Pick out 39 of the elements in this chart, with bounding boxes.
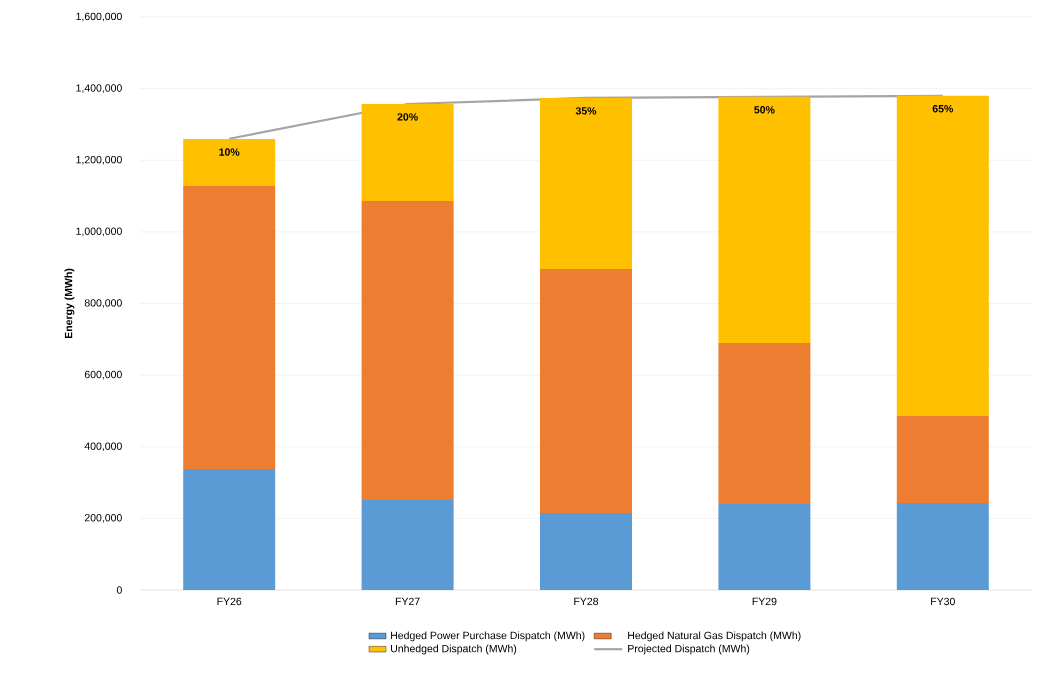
- y-tick-label: 1,400,000: [76, 84, 122, 93]
- y-tick-label: 1,200,000: [76, 155, 122, 165]
- y-axis-title: Energy (MWh): [64, 268, 75, 339]
- annotation: 65%: [932, 104, 954, 113]
- y-tick-label: 200,000: [84, 514, 122, 523]
- bar: [718, 504, 811, 590]
- legend-label: Hedged Natural Gas Dispatch (MWh): [628, 631, 801, 642]
- x-tick-label: FY29: [752, 597, 777, 606]
- y-tick-label: 1,000,000: [76, 227, 122, 237]
- annotation: 35%: [575, 107, 597, 115]
- legend-label: Projected Dispatch (MWh): [628, 644, 750, 655]
- bar: [896, 95, 989, 416]
- y-tick-label: 600,000: [84, 370, 122, 380]
- bar: [896, 502, 989, 590]
- y-tick-label: 800,000: [84, 299, 122, 308]
- bar: [718, 96, 811, 343]
- x-tick-label: FY30: [931, 597, 955, 606]
- annotation: 20%: [397, 113, 418, 121]
- bar: [361, 500, 454, 590]
- bar: [361, 104, 454, 202]
- legend-label: Unhedged Dispatch (MWh): [391, 644, 517, 655]
- annotation: 10%: [219, 148, 240, 156]
- bar: [540, 513, 632, 590]
- bar: [183, 186, 276, 469]
- x-tick-label: FY27: [395, 597, 420, 606]
- y-tick-label: 1,600,000: [76, 12, 122, 22]
- bar: [540, 269, 632, 513]
- x-tick-label: FY28: [574, 597, 599, 606]
- bar: [361, 201, 454, 501]
- bar: [183, 139, 276, 187]
- bar: [718, 342, 811, 505]
- y-tick-label: 0: [116, 586, 122, 594]
- legend-label: Hedged Power Purchase Dispatch (MWh): [391, 631, 585, 642]
- x-tick-label: FY26: [217, 597, 242, 606]
- y-tick-label: 400,000: [84, 442, 122, 452]
- bar: [540, 97, 632, 270]
- annotation: 50%: [754, 106, 775, 114]
- bar: [183, 468, 276, 590]
- bar: [896, 415, 989, 503]
